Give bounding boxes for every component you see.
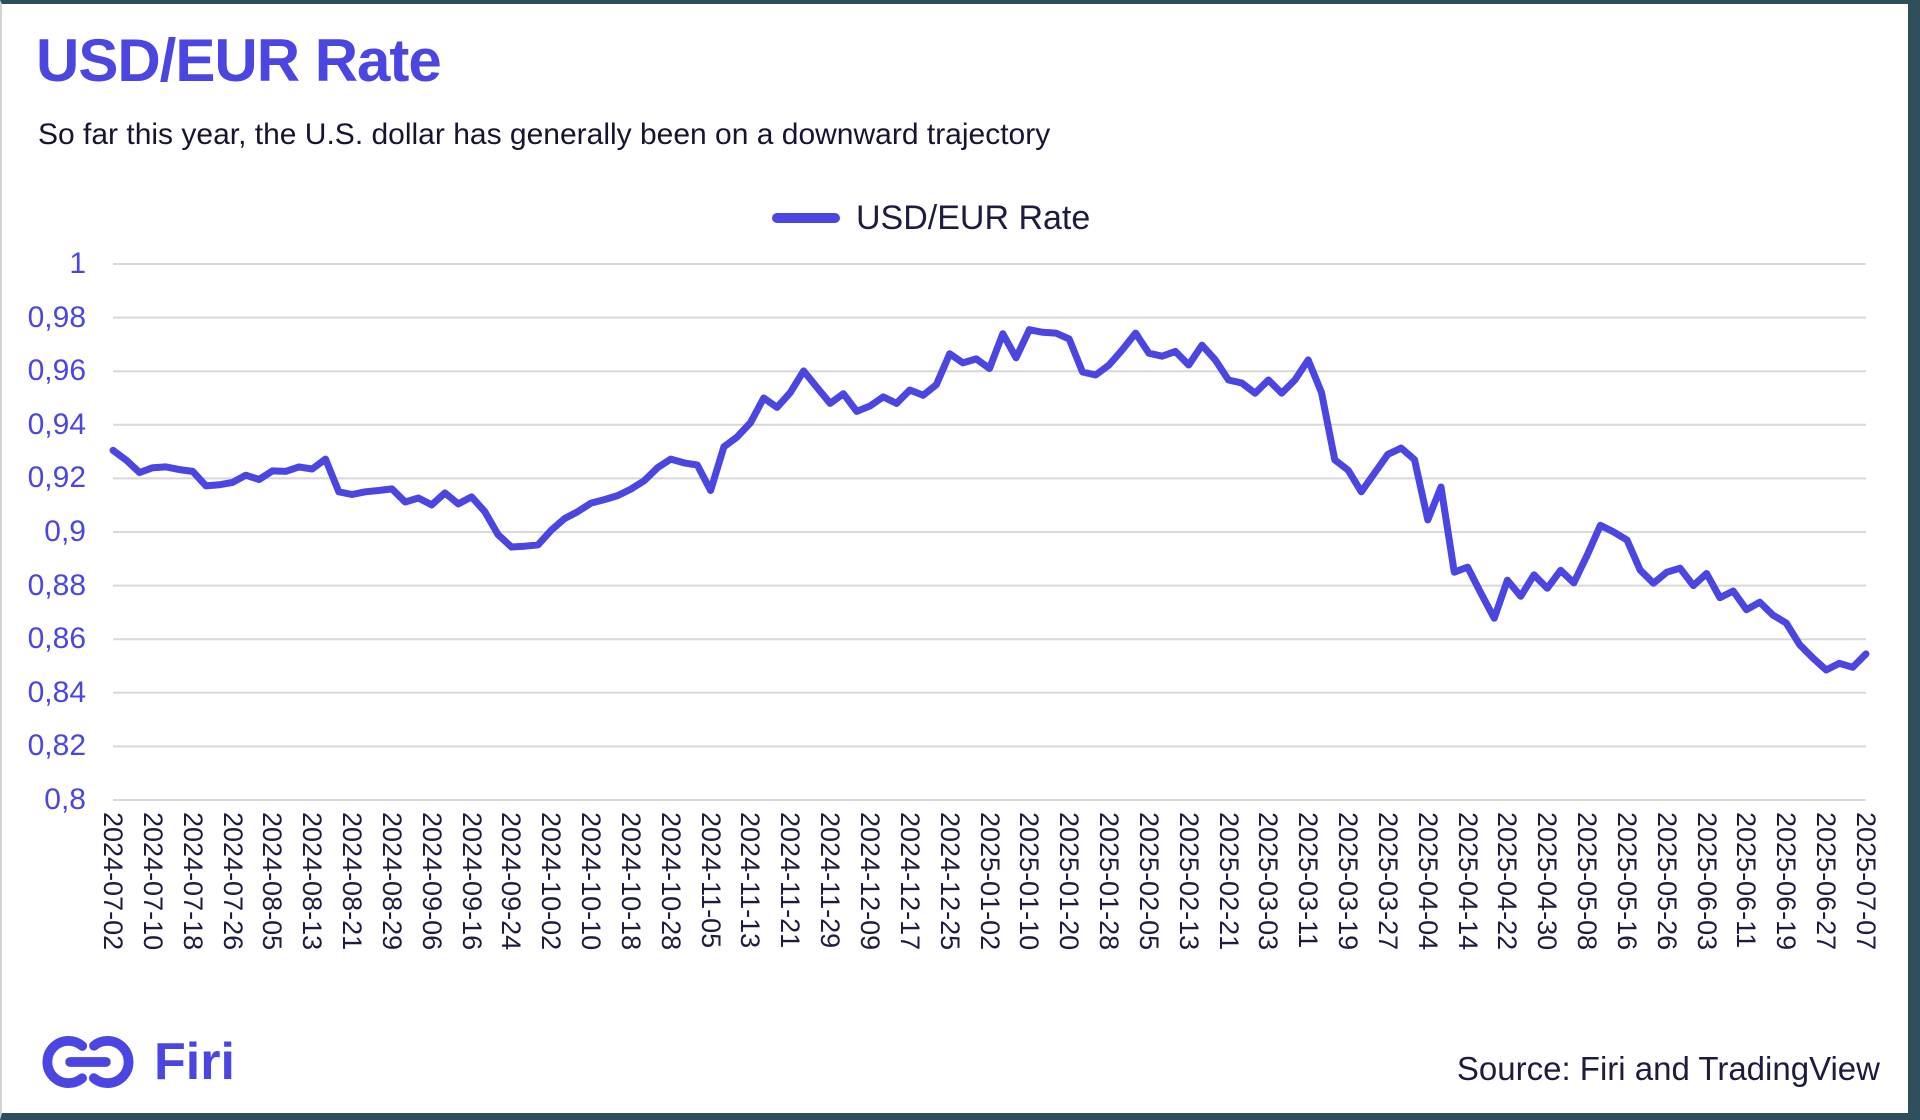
x-axis-label: 2025-05-16	[1611, 812, 1642, 951]
y-axis-label: 0,92	[27, 461, 86, 495]
page-title: USD/EUR Rate	[36, 27, 442, 94]
x-axis-label: 2024-09-24	[496, 812, 527, 951]
x-axis-label: 2025-06-19	[1771, 812, 1802, 951]
x-axis-label: 2024-10-18	[615, 812, 646, 951]
legend-line-swatch	[772, 213, 840, 223]
x-axis-label: 2025-07-07	[1851, 812, 1881, 951]
x-axis-label: 2024-10-02	[536, 812, 567, 951]
x-axis-label: 2025-04-30	[1532, 812, 1563, 951]
y-axis-label: 0,98	[27, 300, 86, 334]
x-axis-label: 2024-07-10	[137, 812, 168, 951]
x-axis-label: 2025-04-14	[1452, 812, 1483, 951]
x-axis-label: 2024-11-05	[695, 812, 726, 949]
x-axis-label: 2024-07-02	[98, 812, 128, 951]
x-axis-label: 2024-11-21	[775, 812, 806, 949]
x-axis-label: 2025-02-05	[1133, 812, 1164, 951]
x-axis-label: 2024-07-26	[217, 812, 248, 951]
x-axis-label: 2025-06-03	[1691, 812, 1722, 951]
y-axis-label: 0,88	[27, 568, 86, 602]
x-axis-label: 2024-12-25	[934, 812, 965, 951]
x-axis-label: 2025-03-11	[1293, 812, 1324, 949]
line-chart	[109, 263, 1870, 801]
x-axis-label: 2024-12-09	[854, 812, 885, 951]
x-axis-label: 2024-07-18	[177, 812, 208, 951]
y-axis-label: 1	[69, 247, 86, 280]
legend: USD/EUR Rate	[772, 196, 1090, 240]
source-text: Source: Firi and TradingView	[1456, 1050, 1880, 1087]
x-axis-label: 2025-01-02	[974, 812, 1005, 951]
y-axis-label: 0,9	[44, 515, 86, 548]
x-axis-label: 2025-01-28	[1094, 812, 1125, 951]
y-axis-label: 0,8	[44, 783, 86, 816]
x-axis-label: 2025-03-19	[1333, 812, 1364, 951]
x-axis-label: 2024-08-05	[257, 812, 288, 951]
x-axis-label: 2024-09-06	[416, 812, 447, 951]
x-axis-label: 2025-04-04	[1412, 812, 1443, 951]
x-axis-label: 2025-03-27	[1372, 812, 1403, 951]
firi-logo-icon	[42, 1036, 134, 1088]
logo-left-ring	[42, 1036, 95, 1088]
firi-brand: Firi	[36, 1024, 235, 1100]
x-axis-label: 2024-11-29	[815, 812, 846, 949]
x-axis-label: 2024-10-28	[655, 812, 686, 951]
legend-label: USD/EUR Rate	[856, 198, 1091, 237]
x-axis-label: 2024-12-17	[894, 812, 925, 951]
x-axis-label: 2024-08-13	[297, 812, 328, 951]
x-axis-label: 2025-04-22	[1492, 812, 1523, 951]
x-axis-label: 2025-05-08	[1572, 812, 1603, 951]
x-axis-label: 2025-02-13	[1173, 812, 1204, 951]
y-axis-label: 0,94	[27, 407, 86, 441]
page-subtitle: So far this year, the U.S. dollar has ge…	[38, 118, 1051, 151]
x-axis-label: 2025-06-27	[1811, 812, 1842, 951]
y-axis-label: 0,86	[27, 622, 86, 656]
y-axis-label: 0,84	[27, 675, 86, 709]
x-axis-label: 2024-08-29	[376, 812, 407, 951]
x-axis-label: 2025-01-10	[1014, 812, 1045, 951]
series-line-usd-eur	[109, 326, 1870, 674]
y-axis-label: 0,96	[27, 354, 86, 388]
firi-logo-text: Firi	[154, 1033, 235, 1091]
x-axis-label: 2024-10-10	[576, 812, 607, 951]
y-axis-label: 0,82	[27, 729, 86, 763]
x-axis-label: 2025-01-20	[1054, 812, 1085, 951]
x-axis-label: 2025-03-03	[1253, 812, 1284, 951]
logo-right-ring	[81, 1036, 134, 1088]
x-axis-label: 2024-09-16	[456, 812, 487, 951]
x-axis-label: 2025-02-21	[1213, 812, 1244, 951]
x-axis-label: 2024-11-13	[735, 812, 766, 949]
x-axis-label: 2025-06-11	[1731, 812, 1762, 949]
x-axis-label: 2024-08-21	[337, 812, 368, 951]
x-axis-label: 2025-05-26	[1651, 812, 1682, 951]
